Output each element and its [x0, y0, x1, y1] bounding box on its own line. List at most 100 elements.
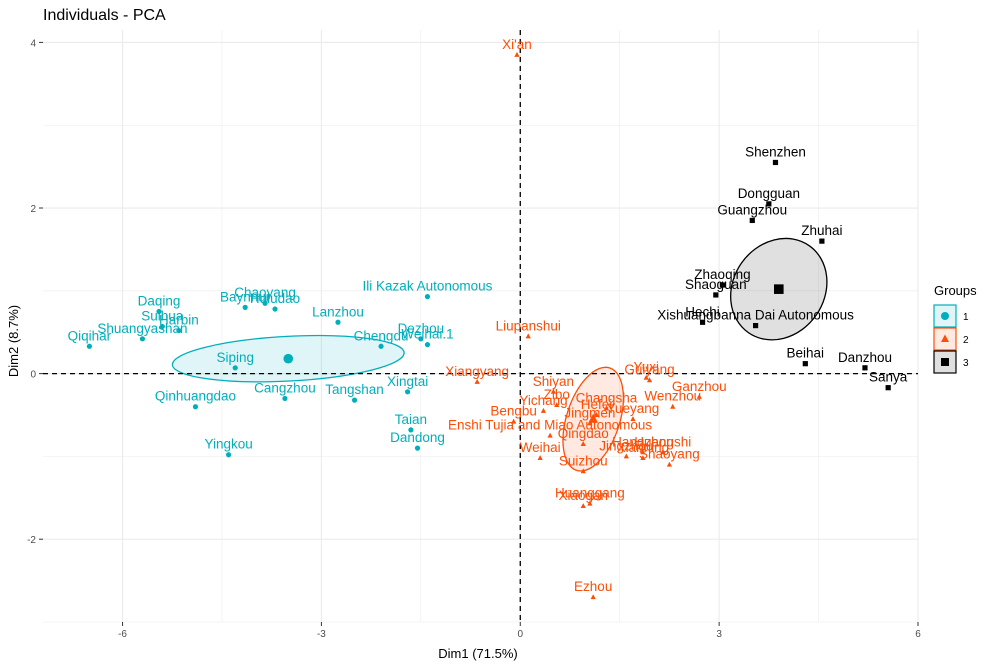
point-wenzhou: [670, 403, 676, 409]
point-dongguan: [766, 201, 772, 207]
point-guangzhou: [749, 217, 755, 224]
label-ili-kazak-autonomous: Ili Kazak Autonomous: [363, 279, 493, 294]
label-qinhuangdao: Qinhuangdao: [155, 389, 236, 404]
point-qiqihar: [86, 343, 93, 349]
point-hechi: [699, 319, 706, 325]
label-xi-an: Xi'an: [502, 37, 532, 52]
point-taian: [408, 427, 414, 433]
label-suihua: Suihua: [141, 308, 184, 323]
label-hefei: Hefei: [581, 397, 613, 412]
y-tick-label: 2: [30, 204, 36, 215]
label-baynnur: Baynnur: [220, 289, 271, 304]
label-bengbu: Bengbu: [490, 404, 537, 419]
point-ezhou: [590, 594, 596, 600]
point-shaoyang: [666, 461, 673, 467]
point-qingdao: [580, 441, 586, 446]
y-tick-label: -2: [27, 535, 36, 546]
label-chengdu: Chengdu: [354, 328, 409, 343]
label-dongguan: Dongguan: [738, 186, 800, 201]
point-yingkou: [226, 452, 232, 458]
label-yichang: Yichang: [519, 393, 567, 408]
label-lanzhou: Lanzhou: [312, 304, 364, 319]
label-danzhou: Danzhou: [838, 350, 892, 365]
x-tick-label: 0: [517, 629, 523, 640]
point-chengdu: [378, 343, 384, 349]
point-yichang: [540, 407, 547, 413]
point-xi-an: [514, 51, 520, 57]
label-sanya: Sanya: [869, 370, 908, 385]
label-ezhou: Ezhou: [574, 579, 612, 594]
point-bengbu: [511, 418, 517, 424]
label-shiyan: Shiyan: [533, 374, 574, 389]
point-lanzhou: [335, 319, 341, 325]
y-tick-label: 4: [30, 38, 36, 49]
label-dandong: Dandong: [390, 430, 445, 445]
point-shaoguan: [713, 292, 719, 298]
label-zhuhai: Zhuhai: [801, 223, 842, 238]
legend-marker-2: [941, 334, 949, 343]
label-suizhou: Suizhou: [559, 453, 608, 468]
point-huangshi: [660, 449, 666, 455]
y-tick-label: 0: [30, 370, 36, 381]
point-xiangyang: [474, 378, 480, 384]
point-xingtai: [404, 389, 411, 395]
label-taian: Taian: [395, 412, 427, 427]
point-qinhuangdao: [192, 404, 199, 410]
label-yuxi: Yuxi: [633, 360, 659, 375]
label-chaoyang: Chaoyang: [234, 285, 296, 300]
label-huludao: Huludao: [250, 291, 300, 306]
point-zibo: [554, 402, 560, 408]
label-zhaoqing: Zhaoqing: [694, 267, 750, 282]
label-yueyang: Yueyang: [607, 401, 660, 416]
label-guangzhou: Guangzhou: [717, 202, 787, 217]
label-daqing: Daqing: [138, 294, 181, 309]
reference-lines: [43, 30, 918, 622]
point-shenzhen: [772, 159, 779, 166]
plot-background: [43, 30, 918, 622]
label-zibo: Zibo: [544, 387, 570, 402]
label-cangzhou: Cangzhou: [254, 380, 316, 395]
point-xianning: [640, 455, 646, 461]
label-changsha: Changsha: [576, 390, 638, 405]
centroid-group-2: [588, 413, 598, 423]
label-shuangyashan: Shuangyashan: [97, 321, 187, 336]
label-dezhou: Dezhou: [398, 321, 445, 336]
label-shenzhen: Shenzhen: [745, 144, 806, 159]
y-axis-label: Dim2 (8.7%): [6, 305, 21, 377]
legend: Groups 1 2 3: [933, 283, 977, 374]
plot-panel: [43, 30, 918, 622]
data-points: [86, 51, 891, 600]
point-cangzhou: [282, 395, 288, 402]
label-huanggang: Huanggang: [555, 486, 625, 501]
label-hechi: Hechi: [685, 304, 720, 319]
point-suihua: [159, 323, 165, 330]
point-tangshan: [351, 397, 358, 403]
point-shiyan: [550, 388, 557, 394]
point-dezhou: [418, 336, 424, 342]
point-jingzhou: [623, 453, 629, 459]
label-qingdao: Qingdao: [558, 426, 609, 441]
axis-ticks: -6 -3 0 3 6 -2 0 2 4: [27, 38, 921, 640]
point-sanya: [885, 385, 891, 391]
point-huludao: [272, 306, 278, 312]
point-weihai: [537, 455, 543, 461]
legend-marker-3: [941, 358, 949, 366]
point-weihai-1: [424, 342, 431, 348]
label-guiyang: Guiyang: [624, 362, 674, 377]
legend-marker-1: [941, 312, 949, 320]
label-weihai: Weihai: [520, 440, 561, 455]
x-axis-label: Dim1 (71.5%): [438, 646, 517, 661]
point-yueyang: [630, 416, 636, 422]
label-tangshan: Tangshan: [325, 382, 384, 397]
grid-lines: [43, 30, 919, 623]
point-siping: [232, 365, 238, 371]
point-changsha: [603, 405, 610, 411]
label-xianning: Xianning: [617, 440, 670, 455]
legend-title: Groups: [934, 283, 977, 298]
label-xishuangbanna-dai-autonomous: Xishuangbanna Dai Autonomous: [657, 308, 854, 323]
x-tick-label: -6: [118, 629, 127, 640]
label-shaoguan: Shaoguan: [685, 277, 747, 292]
centroid-group-1: [283, 353, 294, 364]
x-tick-label: 6: [915, 629, 921, 640]
point-beihai: [802, 361, 808, 367]
